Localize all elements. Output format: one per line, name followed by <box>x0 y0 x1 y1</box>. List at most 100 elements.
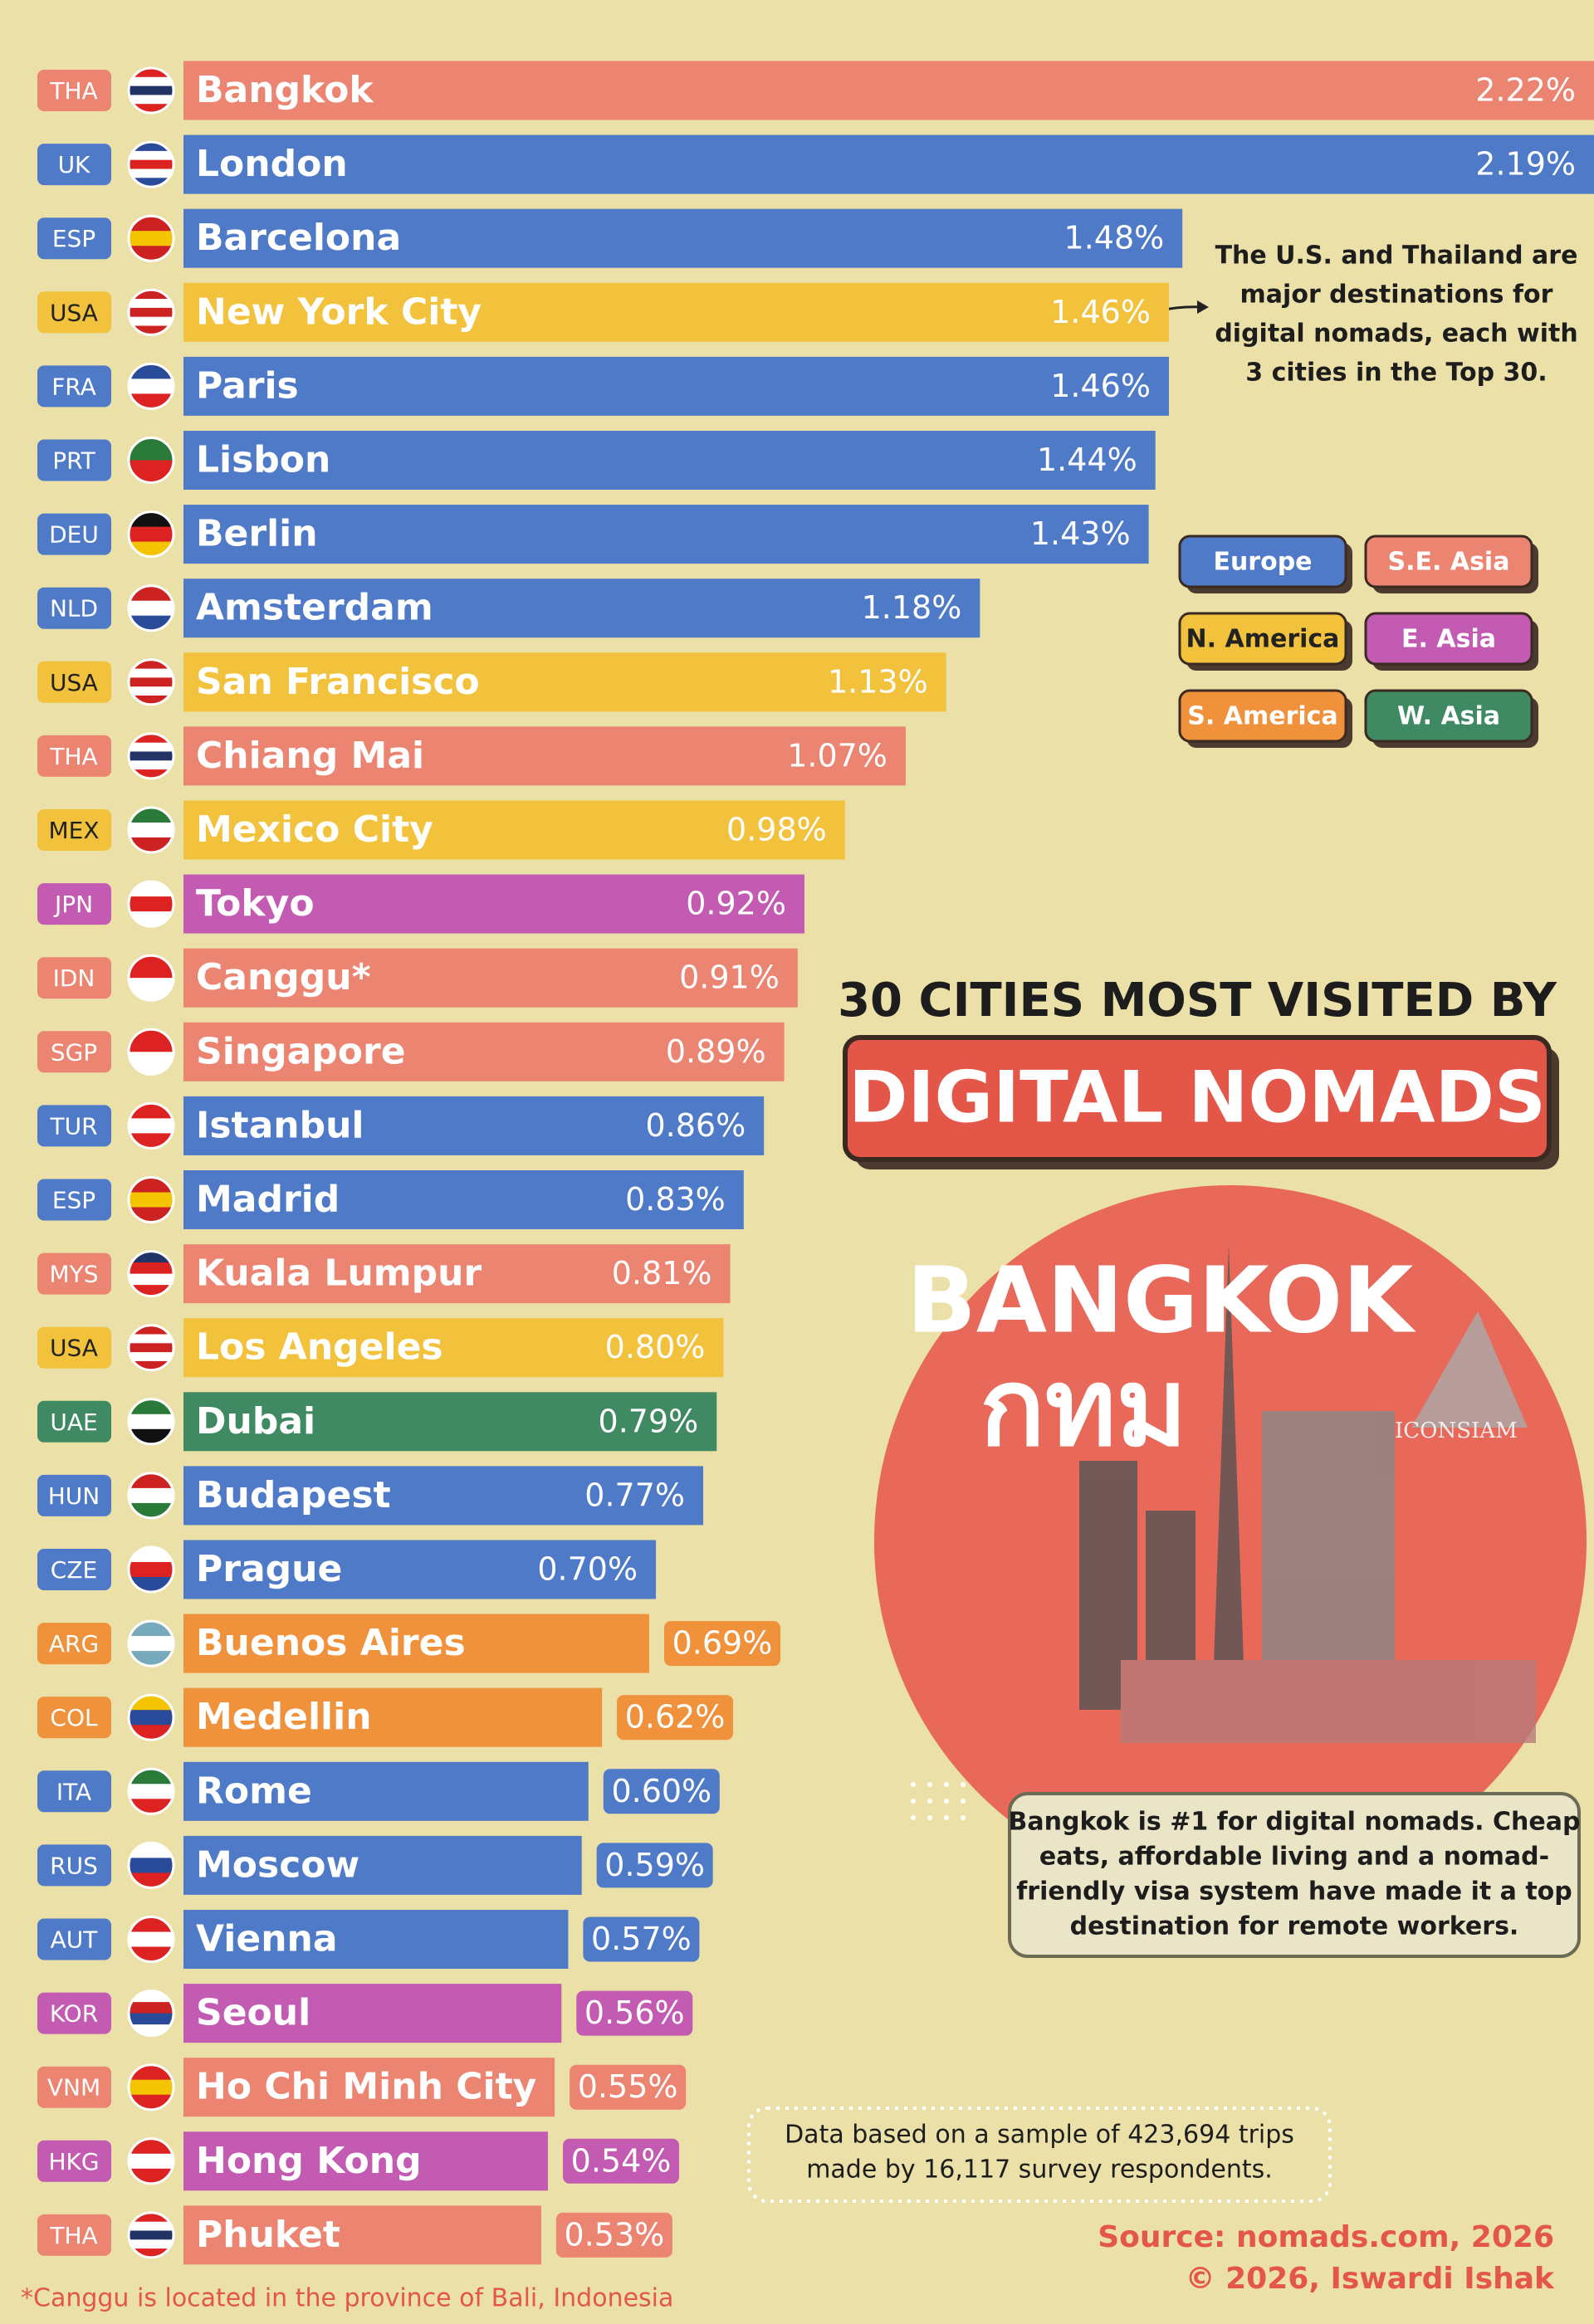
flag-ring <box>127 880 175 928</box>
flag-ring <box>127 288 175 336</box>
flag <box>129 2212 174 2258</box>
flag-ring <box>127 732 175 780</box>
country-code: COL <box>50 1704 98 1731</box>
bar <box>183 1910 569 1969</box>
country-code-pill <box>37 1031 111 1073</box>
country-code-pill <box>37 513 111 555</box>
value-label: 0.81% <box>612 1255 712 1291</box>
country-code-pill <box>37 2066 111 2108</box>
legend-label: S. America <box>1187 702 1337 731</box>
flag-ring <box>127 658 175 706</box>
bar <box>183 431 1156 490</box>
flag-stripe <box>129 1784 174 1800</box>
value-label-pill <box>583 1916 700 1962</box>
sample-note-line: Data based on a sample of 423,694 trips <box>785 2121 1294 2150</box>
flag-stripe <box>129 231 174 247</box>
city-label: Kuala Lumpur <box>196 1252 482 1295</box>
flag-ring <box>127 584 175 632</box>
flag-ring <box>127 2211 175 2259</box>
flag-stripe <box>129 316 174 327</box>
country-code: USA <box>50 669 98 696</box>
value-label-pill <box>603 1769 720 1814</box>
country-code: ESP <box>52 225 95 252</box>
flag-stripe <box>129 2239 174 2250</box>
flag-stripe <box>129 299 174 309</box>
city-label: Dubai <box>196 1400 315 1443</box>
flag-ring <box>127 1398 175 1446</box>
flag-ring <box>127 1693 175 1741</box>
value-label: 2.22% <box>1475 72 1576 109</box>
flag-stripe <box>129 159 174 170</box>
city-label: London <box>196 143 348 185</box>
country-code-pill <box>37 291 111 334</box>
country-code: USA <box>50 299 98 326</box>
value-label: 1.43% <box>1030 515 1131 552</box>
country-code-pill <box>37 809 111 851</box>
city-label: Rome <box>196 1770 312 1812</box>
flag-stripe <box>129 1858 174 1874</box>
country-code: UK <box>58 151 90 178</box>
flag-stripe <box>129 733 174 744</box>
city-label: Hong Kong <box>196 2140 422 2182</box>
flag-ring <box>127 214 175 262</box>
value-label: 1.18% <box>862 589 962 626</box>
value-label: 1.48% <box>1064 220 1165 256</box>
flag-stripe <box>129 142 174 152</box>
country-code-pill <box>37 587 111 629</box>
annotation-line: major destinations for <box>1240 281 1553 310</box>
value-label: 0.55% <box>578 2068 678 2105</box>
country-code-pill <box>37 144 111 186</box>
bar <box>183 652 946 712</box>
city-label: Singapore <box>196 1030 406 1072</box>
flag-stripe <box>129 2002 174 2014</box>
flag-stripe <box>129 659 174 670</box>
flag-ring <box>127 1545 175 1594</box>
flag-stripe <box>129 526 174 543</box>
flag-stripe <box>129 104 174 113</box>
bar <box>183 800 845 860</box>
value-label-pill <box>617 1695 734 1741</box>
legend-swatch <box>1364 612 1533 666</box>
flag-stripe <box>129 760 174 771</box>
value-label: 0.86% <box>645 1107 746 1144</box>
city-label: Barcelona <box>196 217 401 259</box>
value-label: 0.59% <box>604 1847 705 1883</box>
bar <box>183 1170 744 1229</box>
bar <box>183 1466 704 1526</box>
city-label: Medellin <box>196 1696 372 1738</box>
country-code-pill <box>37 70 111 111</box>
city-label: Madrid <box>196 1179 340 1221</box>
flag-stripe <box>129 1325 174 1335</box>
value-label: 0.92% <box>686 886 786 922</box>
flag-ring <box>127 2137 175 2185</box>
country-code-pill <box>37 957 111 999</box>
flag-stripe <box>129 378 174 395</box>
flag-ring <box>127 1841 175 1889</box>
bar <box>183 134 1594 194</box>
value-label-pill <box>663 1621 780 1667</box>
chart-title: 30 CITIES MOST VISITED BY <box>838 974 1557 1028</box>
flag-stripe <box>129 1118 174 1135</box>
flag-ring <box>127 1619 175 1667</box>
country-code: ARG <box>49 1630 99 1658</box>
value-label-pill <box>570 2064 687 2110</box>
bar <box>183 2131 549 2191</box>
flag-ring <box>127 1767 175 1815</box>
country-code-pill <box>37 1179 111 1221</box>
value-label: 0.53% <box>565 2216 665 2253</box>
flag-ring <box>127 362 175 410</box>
country-code: CZE <box>51 1556 97 1584</box>
note-line: eats, affordable living and a nomad- <box>1039 1843 1549 1872</box>
flag-stripe <box>129 1562 174 1578</box>
legend-swatch <box>1178 535 1347 588</box>
sample-note-line: made by 16,117 survey respondents. <box>806 2156 1273 2185</box>
flag-ring <box>127 806 175 854</box>
value-label: 0.54% <box>571 2142 672 2179</box>
value-label: 1.46% <box>1050 294 1151 330</box>
bar <box>183 356 1169 416</box>
flag-stripe <box>129 76 174 87</box>
country-code-pill <box>37 439 111 481</box>
flag-stripe <box>129 769 174 779</box>
